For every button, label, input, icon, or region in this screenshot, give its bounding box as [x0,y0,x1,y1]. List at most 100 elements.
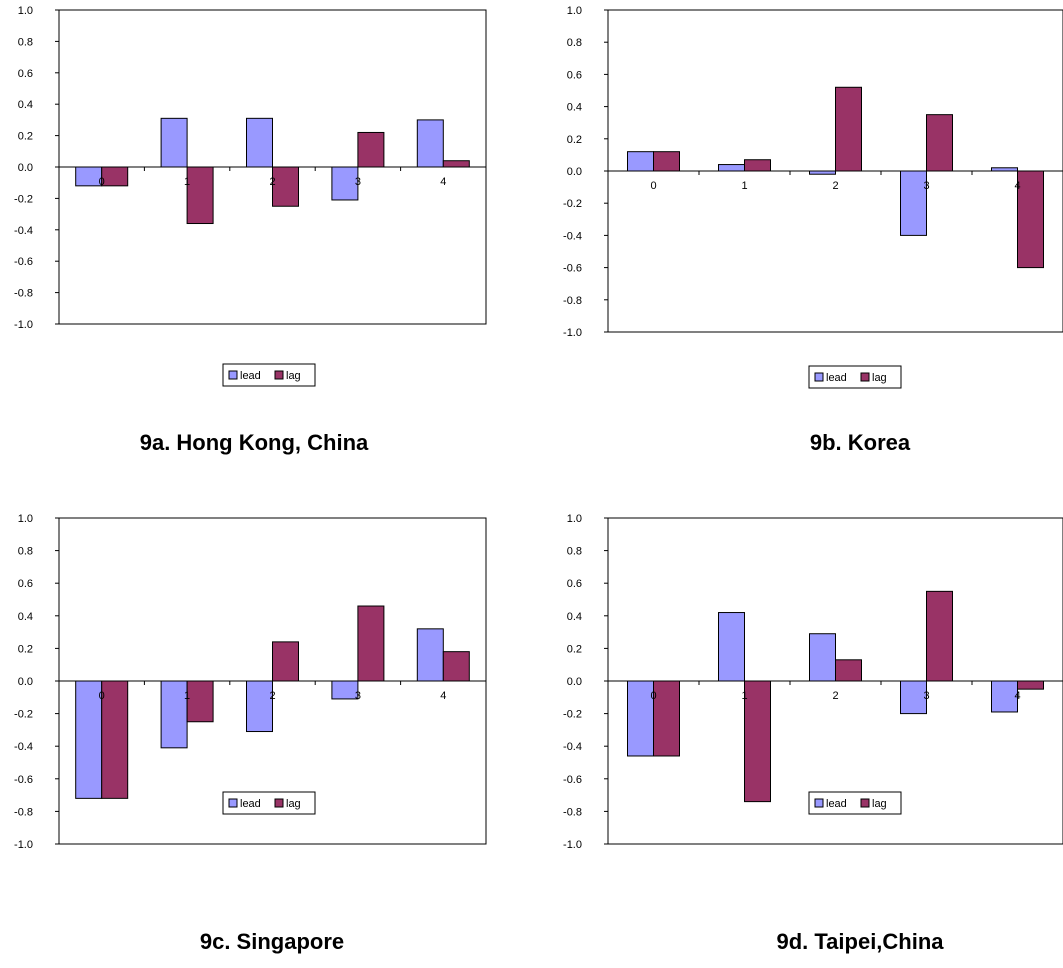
chart-panel-3: 1.0 0.8 0.6 0.4 0.2 0.0 -0.2 -0.4 -0.6 -0.8 -1.0 0 1… [563,513,1063,954]
y-tick-label: -0.6 [563,263,582,275]
chart-caption: 9a. Hong Kong, China [140,430,369,455]
bar-lag-3 [926,114,953,172]
legend-swatch-lag [274,798,284,808]
chart-panel-2: 1.0 0.8 0.6 0.4 0.2 0.0 -0.2 -0.4 -0.6 -0.8 -1.0 0 1… [14,513,487,954]
bar-lead-1 [718,612,745,682]
y-tick-label: 0.0 [18,676,33,688]
chart-caption: 9c. Singapore [200,929,344,954]
y-tick-label: -0.2 [14,193,33,205]
legend-label-lag: lag [286,798,301,810]
y-tick-label: 1.0 [18,513,33,525]
y-tick-label: -0.8 [563,806,582,818]
x-tick-label: 0 [99,176,105,188]
x-tick-label: 1 [184,176,190,188]
chart-caption: 9d. Taipei,China [776,929,944,954]
legend-label-lag: lag [872,372,887,384]
y-tick-label: -0.8 [14,288,33,300]
bar-lead-1 [718,164,745,172]
bar-lag-2 [272,641,299,682]
bar-lag-3 [926,590,953,682]
y-tick-label: 0.8 [18,36,33,48]
x-tick-label: 2 [269,690,275,702]
chart-panel-0: 1.0 0.8 0.6 0.4 0.2 0.0 -0.2 -0.4 -0.6 -0.8 -1.0 0 1… [14,5,487,455]
legend-box [808,365,902,389]
legend-label-lag: lag [872,798,887,810]
bar-lead-4 [416,628,444,682]
y-tick-label: -1.0 [563,839,582,851]
x-tick-label: 4 [1014,690,1020,702]
bar-lead-2 [246,117,273,168]
bar-lag-2 [272,166,299,207]
bar-lead-4 [991,680,1018,713]
legend-swatch-lag [860,372,870,382]
y-tick-label: 0.6 [567,69,582,81]
legend-box [808,791,902,815]
bar-lag-0 [653,151,680,172]
y-tick-label: 0.4 [18,99,33,111]
y-tick-label: -0.8 [563,295,582,307]
y-tick-label: 0.8 [567,546,582,558]
y-tick-label: 0.4 [567,102,582,114]
y-tick-label: 0.2 [18,131,33,143]
x-tick-label: 1 [741,690,747,702]
legend-swatch-lead [228,370,238,380]
bar-lead-3 [900,680,927,715]
y-tick-label: 0.6 [18,68,33,80]
legend-swatch-lead [228,798,238,808]
x-tick-label: 4 [440,690,446,702]
legend-box [222,363,316,387]
y-tick-label: -0.2 [563,198,582,210]
bar-lead-2 [809,633,836,682]
bar-lead-3 [900,170,927,236]
y-tick-label: -0.4 [563,230,582,242]
x-tick-label: 3 [923,180,929,192]
bar-lead-3 [331,166,359,201]
bar-lag-2 [835,659,862,682]
y-tick-label: 0.6 [567,578,582,590]
y-tick-label: -1.0 [14,839,33,851]
y-tick-label: 1.0 [567,5,582,17]
legend-label-lead: lead [826,798,847,810]
bar-lag-2 [835,86,862,172]
bar-lag-4 [442,160,470,168]
bar-lead-0 [627,151,654,172]
x-tick-label: 0 [650,180,656,192]
bar-lag-0 [653,680,680,757]
y-tick-label: 0.8 [18,546,33,558]
legend: lead lag [222,791,316,815]
x-tick-label: 2 [832,690,838,702]
y-tick-label: -0.6 [563,774,582,786]
bar-lag-1 [744,159,771,172]
y-tick-label: -0.2 [14,709,33,721]
y-tick-label: 0.0 [567,166,582,178]
x-tick-label: 0 [99,690,105,702]
legend-label-lead: lead [826,372,847,384]
legend-swatch-lag [860,798,870,808]
x-tick-label: 1 [184,690,190,702]
x-tick-label: 2 [832,180,838,192]
bar-lead-0 [627,680,654,757]
y-tick-label: 0.4 [18,611,33,623]
y-tick-label: -0.8 [14,806,33,818]
x-tick-label: 3 [355,690,361,702]
legend: lead lag [808,365,902,389]
y-tick-label: -0.6 [14,774,33,786]
y-tick-label: 0.8 [567,37,582,49]
bar-lag-1 [186,166,214,225]
bar-lag-4 [442,651,470,682]
legend-box [222,791,316,815]
y-tick-label: -0.4 [563,741,582,753]
chart-caption: 9b. Korea [810,430,911,455]
legend: lead lag [808,791,902,815]
legend-label-lead: lead [240,798,261,810]
legend: lead lag [222,363,316,387]
y-tick-label: 0.2 [18,643,33,655]
bar-lag-3 [357,131,385,168]
legend-swatch-lag [274,370,284,380]
y-tick-label: 1.0 [567,513,582,525]
bar-lag-0 [101,680,129,799]
x-tick-label: 0 [650,690,656,702]
y-tick-label: -0.2 [563,709,582,721]
bar-lag-1 [186,680,214,723]
